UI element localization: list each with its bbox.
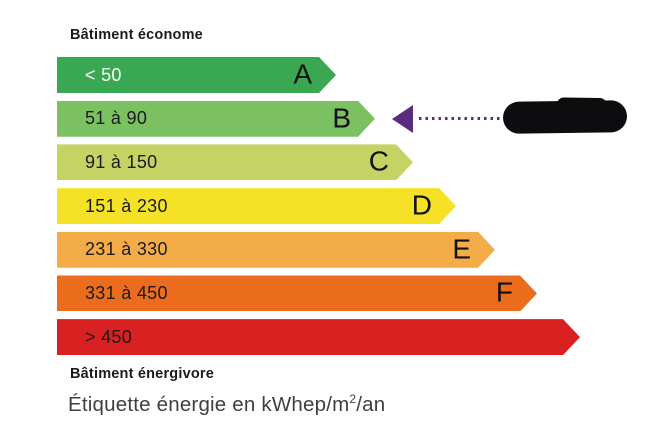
class-letter-e: E xyxy=(452,233,471,265)
economical-building-label: Bâtiment économe xyxy=(70,27,203,43)
caption-prefix: Étiquette énergie en kWhep/m xyxy=(68,392,350,416)
energy-class-bar-g: > 450 xyxy=(57,319,580,355)
caption-superscript: 2 xyxy=(349,392,357,406)
range-label-d: 151 à 230 xyxy=(85,195,168,216)
marker-dotted-line xyxy=(419,117,503,120)
class-letter-c: C xyxy=(368,145,389,177)
energy-class-scale: < 50 A 51 à 90 B 91 à 150 C 151 à 230 D … xyxy=(57,57,580,355)
class-letter-d: D xyxy=(411,189,432,221)
redacted-value xyxy=(502,100,628,134)
range-label-g: > 450 xyxy=(85,326,133,347)
energy-label-caption: Étiquette énergie en kWhep/m2/an xyxy=(68,392,385,417)
range-label-a: < 50 xyxy=(85,64,122,85)
class-letter-f: F xyxy=(495,276,513,308)
range-label-f: 331 à 450 xyxy=(85,282,168,303)
energy-class-bar-b: 51 à 90 B xyxy=(57,101,375,137)
energy-class-bar-a: < 50 A xyxy=(57,57,336,93)
energy-intensive-building-label: Bâtiment énergivore xyxy=(70,366,215,382)
range-label-e: 231 à 330 xyxy=(85,239,168,260)
class-letter-b: B xyxy=(332,102,351,134)
class-letter-a: A xyxy=(293,58,312,90)
caption-suffix: /an xyxy=(356,392,386,416)
energy-class-bar-f: 331 à 450 F xyxy=(57,275,537,311)
marker-arrow-icon xyxy=(392,105,413,133)
energy-class-bar-c: 91 à 150 C xyxy=(57,144,413,180)
range-label-b: 51 à 90 xyxy=(85,108,148,129)
energy-class-bar-e: 231 à 330 E xyxy=(57,232,495,268)
range-label-c: 91 à 150 xyxy=(85,151,158,172)
energy-class-bar-d: 151 à 230 D xyxy=(57,188,456,224)
